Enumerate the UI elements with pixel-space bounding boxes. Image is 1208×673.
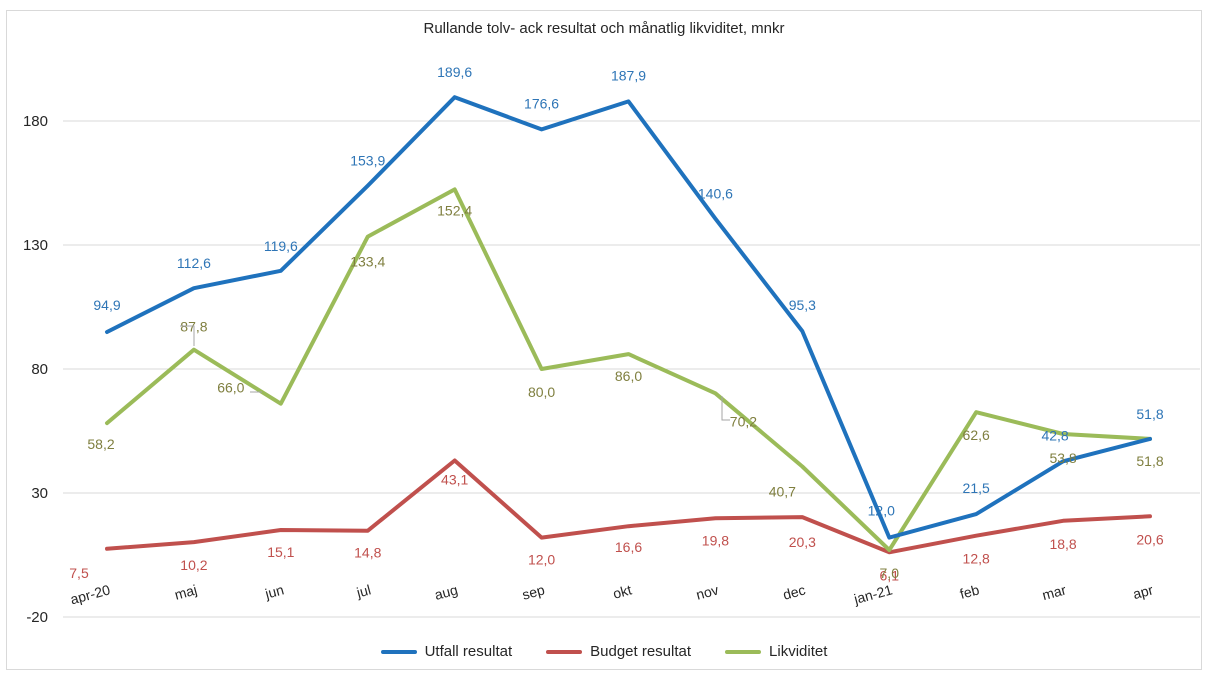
data-label: 140,6 (698, 186, 733, 202)
data-label: 152,4 (437, 202, 472, 218)
data-label: 176,6 (524, 95, 559, 111)
x-tick-label: jan-21 (851, 581, 894, 607)
legend-item: Utfall resultat (380, 643, 513, 660)
data-label: 7,5 (69, 565, 89, 581)
x-tick-label: maj (173, 581, 199, 602)
data-label: 86,0 (615, 368, 642, 384)
data-label: 70,2 (730, 413, 757, 429)
x-tick-label: feb (958, 581, 981, 602)
data-label: 40,7 (769, 483, 796, 499)
data-labels: 94,9 112,6 119,6 153,9 189,6 176,6 187,9 140,6 9… (69, 64, 1164, 583)
data-label: 20,3 (789, 534, 816, 550)
chart-frame (6, 10, 1202, 670)
x-tick-label: aug (433, 581, 460, 603)
x-tick-label: apr (1131, 581, 1155, 602)
series-line-utfall-resultat (105, 95, 1152, 540)
x-tick-label: okt (611, 581, 633, 601)
data-label: 42,8 (1041, 427, 1068, 443)
x-tick-label: dec (781, 581, 807, 602)
data-label: 19,8 (702, 532, 729, 548)
legend-swatch (380, 649, 417, 654)
legend-swatch (546, 649, 583, 654)
data-label: 51,8 (1136, 406, 1163, 422)
x-tick-label: mar (1040, 581, 1068, 603)
data-label: 16,6 (615, 539, 642, 555)
series-line-likviditet (105, 187, 1152, 552)
legend-item: Likviditet (725, 643, 827, 660)
data-label: 12,8 (963, 551, 990, 567)
data-label: 14,8 (354, 545, 381, 561)
data-label: 10,2 (180, 557, 207, 573)
data-label: 133,4 (350, 254, 385, 270)
legend-label: Likviditet (769, 643, 828, 660)
y-tick-label: -20 (26, 609, 48, 626)
data-label: 20,6 (1136, 531, 1163, 547)
legend-swatch (725, 649, 762, 654)
data-label: 15,1 (267, 544, 294, 560)
y-tick-label: 80 (31, 361, 48, 378)
x-tick-label: apr-20 (69, 581, 112, 607)
data-label: 94,9 (93, 297, 120, 313)
series-line-budget-resultat (105, 458, 1152, 555)
data-label: 12,0 (868, 503, 895, 519)
label-leader-line (721, 396, 730, 421)
data-label: 62,6 (963, 427, 990, 443)
x-tick-label: nov (694, 581, 720, 602)
data-label: 119,6 (264, 238, 298, 254)
series-lines (105, 95, 1152, 555)
data-label: 80,0 (528, 384, 555, 400)
data-label: 187,9 (611, 67, 646, 83)
x-tick-label: jun (262, 581, 285, 602)
data-label: 51,8 (1136, 453, 1163, 469)
data-label: 6,1 (880, 567, 900, 583)
y-tick-label: 130 (23, 237, 48, 254)
data-label: 21,5 (963, 480, 990, 496)
y-tick-label: 30 (31, 485, 48, 502)
data-label: 7,0 (880, 565, 900, 581)
data-label: 53,8 (1049, 450, 1076, 466)
data-label: 43,1 (441, 472, 468, 488)
legend: Utfall resultat Budget resultat Likviditet (0, 643, 1208, 660)
y-tick-label: 180 (23, 113, 48, 130)
x-axis-ticks: apr-20 maj jun jul aug sep okt nov dec jan-21 feb m… (69, 581, 1156, 607)
y-axis-ticks: 180 130 80 30 -20 (23, 113, 48, 626)
legend-item: Budget resultat (546, 643, 691, 660)
data-label: 153,9 (350, 153, 385, 169)
legend-label: Utfall resultat (424, 643, 513, 660)
chart-title: Rullande tolv- ack resultat och månatlig… (423, 20, 785, 37)
legend-label: Budget resultat (590, 643, 692, 660)
data-label: 95,3 (789, 297, 816, 313)
x-tick-label: sep (520, 581, 546, 602)
data-label: 18,8 (1049, 536, 1076, 552)
data-label: 189,6 (437, 64, 472, 80)
label-leader-line (180, 325, 195, 346)
x-tick-label: jul (354, 581, 373, 600)
data-label: 12,0 (528, 552, 555, 568)
data-label: 66,0 (217, 380, 244, 396)
data-label: 112,6 (177, 255, 211, 271)
data-label: 58,2 (87, 436, 114, 452)
